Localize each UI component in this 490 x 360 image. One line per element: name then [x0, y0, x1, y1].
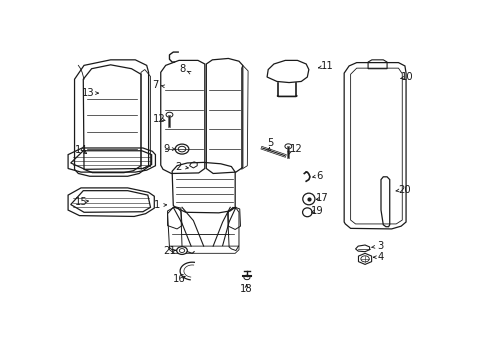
- Text: 16: 16: [172, 274, 185, 284]
- Polygon shape: [180, 262, 195, 280]
- Circle shape: [285, 144, 292, 149]
- Circle shape: [361, 256, 369, 262]
- Text: 12: 12: [290, 144, 303, 154]
- Text: 12: 12: [153, 114, 166, 123]
- Text: 8: 8: [179, 64, 185, 74]
- Text: 9: 9: [164, 144, 170, 154]
- Text: 1: 1: [154, 201, 161, 210]
- Circle shape: [166, 112, 173, 117]
- Ellipse shape: [303, 193, 315, 205]
- Text: 17: 17: [316, 193, 329, 203]
- Circle shape: [175, 144, 189, 154]
- Ellipse shape: [303, 208, 312, 217]
- Text: 11: 11: [320, 61, 334, 71]
- Text: 18: 18: [240, 284, 253, 294]
- Text: 4: 4: [377, 252, 383, 262]
- Circle shape: [177, 247, 187, 255]
- Text: 10: 10: [400, 72, 413, 82]
- Text: 3: 3: [377, 241, 383, 251]
- Text: 13: 13: [82, 88, 95, 98]
- Text: 2: 2: [175, 162, 181, 172]
- Text: 7: 7: [152, 80, 159, 90]
- Text: 5: 5: [267, 138, 273, 148]
- Text: 21: 21: [163, 246, 176, 256]
- Text: 15: 15: [74, 197, 87, 207]
- Text: 14: 14: [74, 145, 87, 155]
- Text: 20: 20: [398, 185, 411, 194]
- Circle shape: [244, 275, 250, 280]
- Text: 6: 6: [316, 171, 323, 181]
- Text: 19: 19: [311, 206, 324, 216]
